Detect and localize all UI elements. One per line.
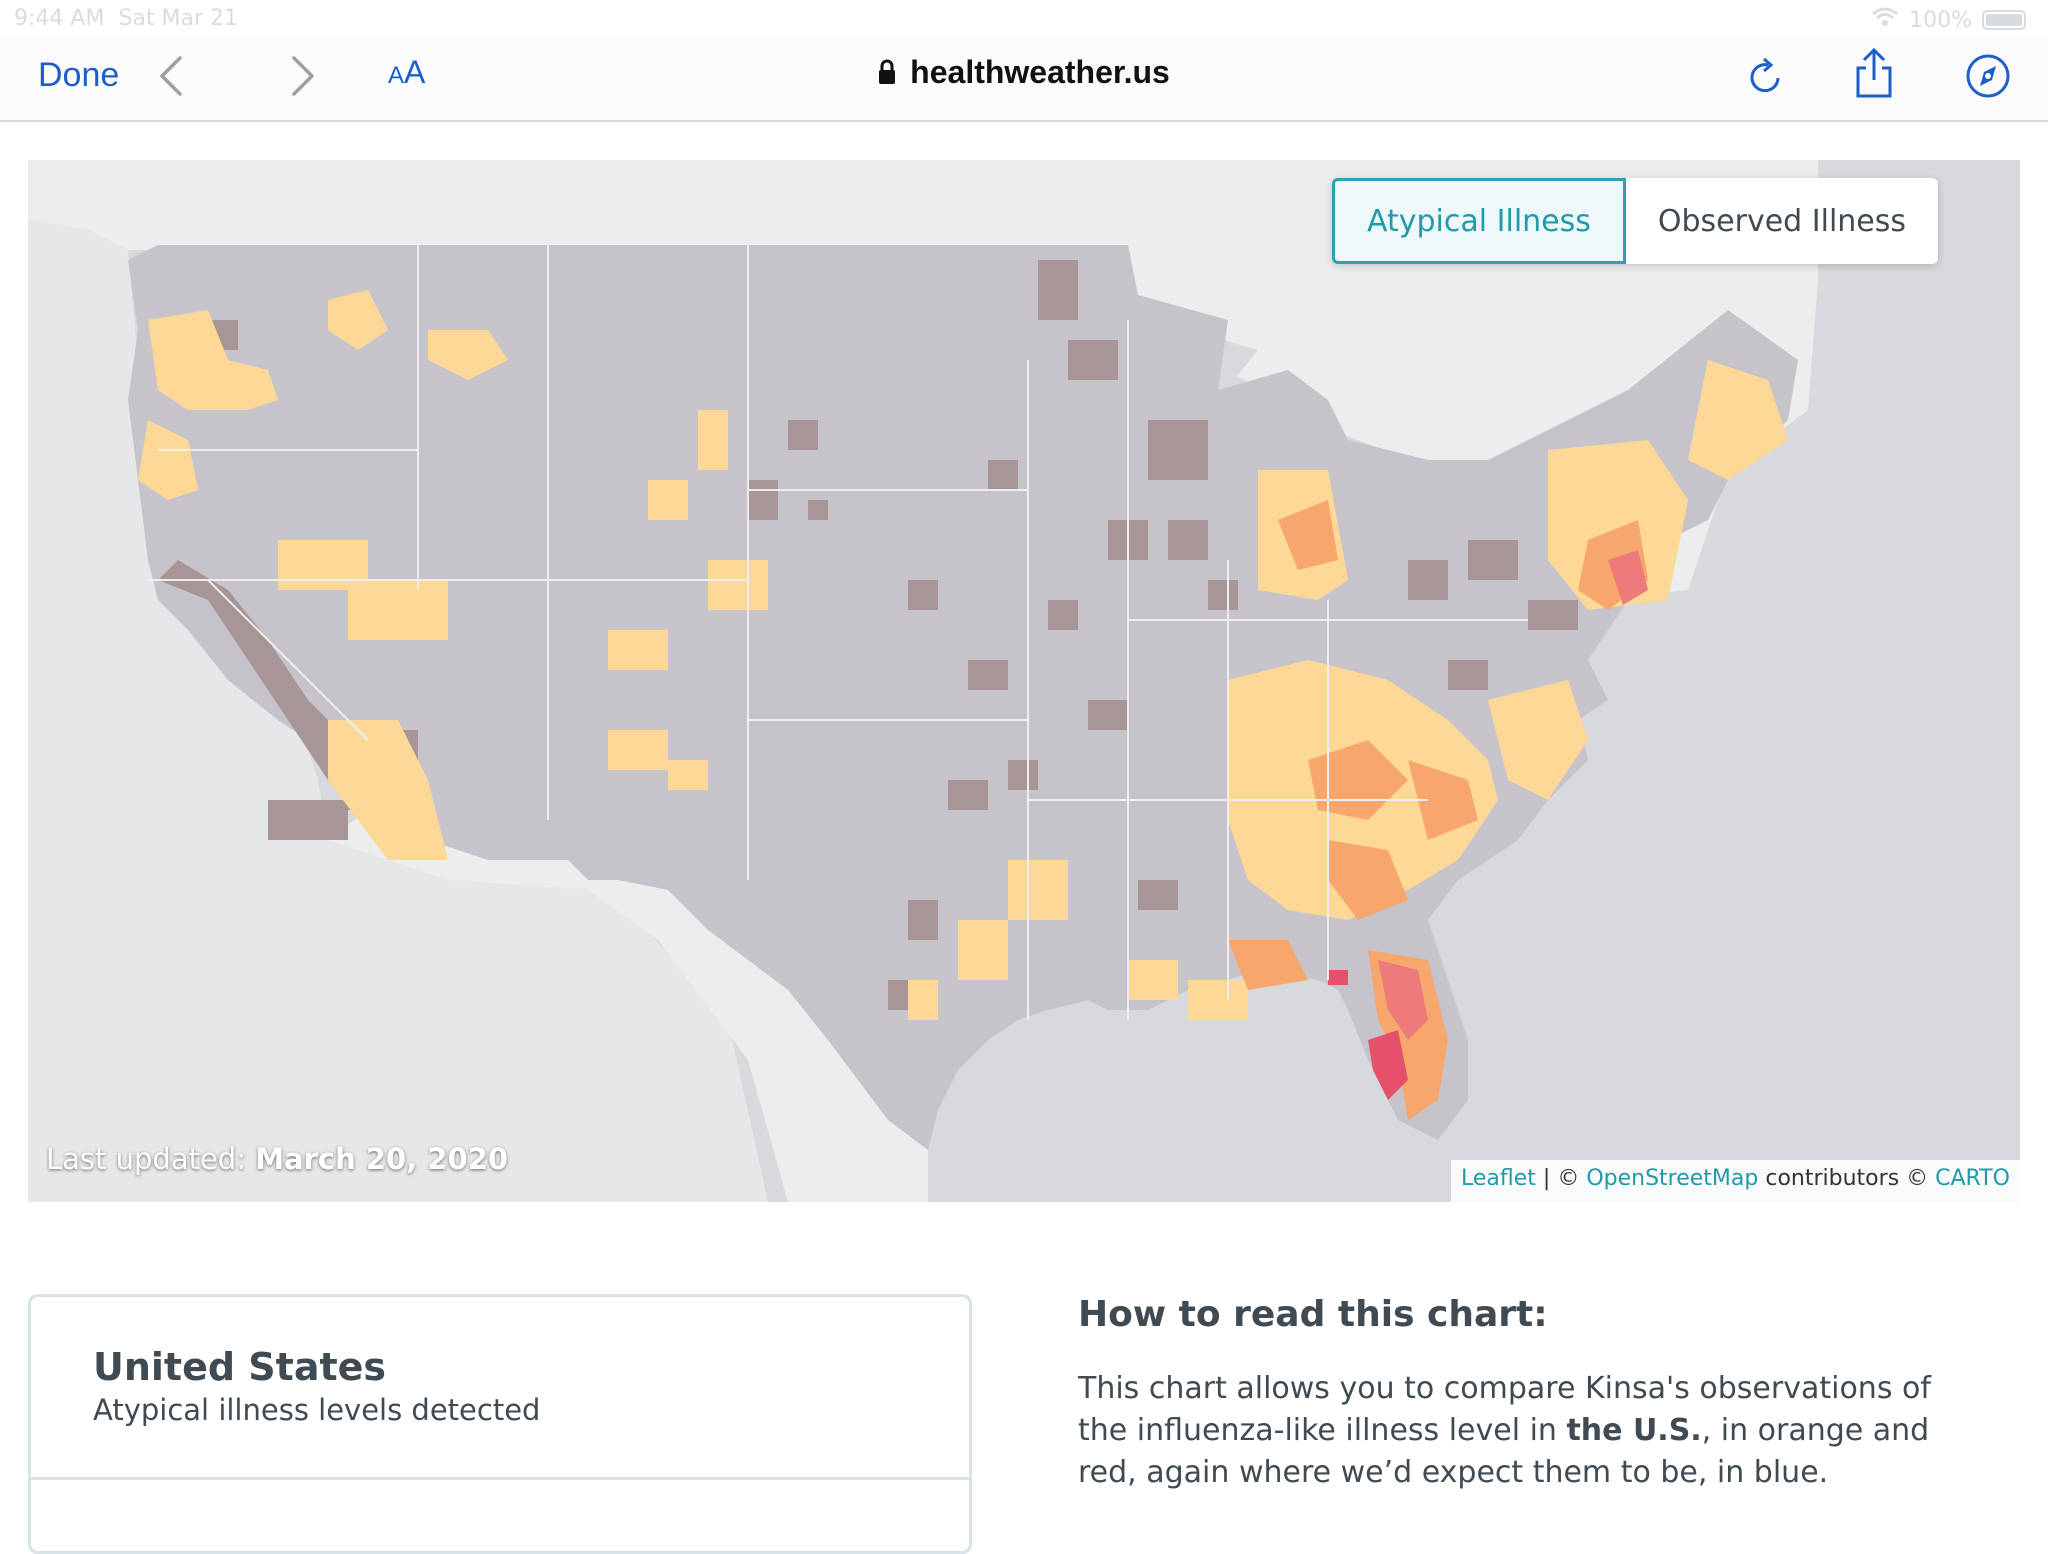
- mexico-land: [328, 760, 928, 1202]
- reload-button[interactable]: [1746, 54, 1786, 103]
- map-attribution: Leaflet | © OpenStreetMap contributors ©…: [1451, 1160, 2020, 1202]
- wifi-icon: [1871, 6, 1899, 34]
- compass-button[interactable]: [1964, 52, 2012, 105]
- lock-icon: [878, 56, 896, 84]
- status-bar: 9:44 AM Sat Mar 21 100%: [0, 0, 2048, 36]
- card-divider: [31, 1477, 969, 1480]
- howto-title: How to read this chart:: [1078, 1294, 1548, 1335]
- forward-button[interactable]: [288, 54, 318, 103]
- last-updated-label: Last updated:: [46, 1142, 246, 1176]
- very-high-illness-regions: [1328, 970, 1408, 1100]
- address-bar[interactable]: healthweather.us: [0, 54, 2048, 91]
- illness-map[interactable]: Atypical Illness Observed Illness Last u…: [28, 160, 2020, 1202]
- text-size-button[interactable]: AA: [388, 54, 425, 91]
- carto-link[interactable]: CARTO: [1935, 1166, 2010, 1191]
- region-subtitle: Atypical illness levels detected: [93, 1393, 541, 1427]
- compass-icon: [1966, 54, 2010, 98]
- howto-text-part2: , in orange and red, again where we’d ex…: [1078, 1413, 1930, 1490]
- last-updated-date: March 20, 2020: [255, 1142, 509, 1176]
- atypical-illness-tab[interactable]: Atypical Illness: [1332, 178, 1626, 264]
- chevron-left-icon: [160, 56, 182, 96]
- pacific-land: [28, 220, 768, 1202]
- back-button[interactable]: [156, 54, 186, 103]
- region-title: United States: [93, 1345, 387, 1389]
- region-card: United States Atypical illness levels de…: [28, 1294, 972, 1554]
- url-text: healthweather.us: [910, 54, 1170, 90]
- browser-toolbar: Done AA healthweather.us: [0, 36, 2048, 122]
- leaflet-link[interactable]: Leaflet: [1461, 1166, 1536, 1191]
- chevron-right-icon: [292, 56, 314, 96]
- us-county-map: [28, 160, 2020, 1202]
- howto-text-part1: This chart allows you to compare Kinsa's…: [1078, 1371, 1931, 1448]
- battery-percent: 100%: [1909, 7, 1972, 33]
- battery-icon: [1982, 10, 2026, 30]
- observed-illness-tab[interactable]: Observed Illness: [1657, 203, 1907, 239]
- text-size-small-label: A: [388, 62, 405, 89]
- status-time: 9:44 AM: [14, 6, 105, 31]
- status-date: Sat Mar 21: [118, 6, 238, 31]
- last-updated: Last updated: March 20, 2020: [46, 1142, 508, 1176]
- us-counties-base: [128, 245, 1798, 1150]
- attribution-contrib: contributors ©: [1758, 1166, 1936, 1191]
- state-borders: [148, 245, 1528, 1020]
- status-time-date: 9:44 AM Sat Mar 21: [14, 6, 238, 31]
- reload-icon: [1750, 57, 1780, 93]
- share-icon: [1856, 47, 1892, 98]
- attribution-sep: | ©: [1535, 1166, 1587, 1191]
- text-size-large-label: A: [404, 54, 426, 90]
- illness-type-toggle: Atypical Illness Observed Illness: [1332, 178, 1939, 264]
- canada-land: [28, 160, 1818, 600]
- openstreetmap-link[interactable]: OpenStreetMap: [1586, 1166, 1759, 1191]
- high-illness-regions: [1378, 550, 1648, 1040]
- howto-text-bold: the U.S.: [1566, 1413, 1702, 1448]
- done-button[interactable]: Done: [38, 56, 120, 94]
- howto-text: This chart allows you to compare Kinsa's…: [1078, 1368, 1978, 1494]
- status-right: 100%: [1871, 6, 2026, 34]
- share-button[interactable]: [1852, 47, 1896, 105]
- low-illness-regions: [138, 290, 1788, 1020]
